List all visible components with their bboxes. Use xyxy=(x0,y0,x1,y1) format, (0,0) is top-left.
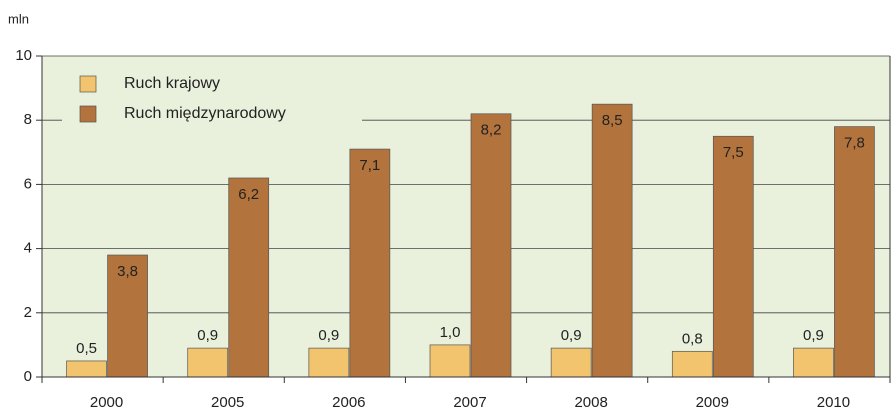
legend-swatch xyxy=(79,75,97,93)
bar xyxy=(470,113,512,378)
bar xyxy=(228,177,270,378)
bar xyxy=(712,135,754,378)
bar xyxy=(429,344,471,378)
y-tick-label: 6 xyxy=(24,175,32,192)
x-tick-label: 2009 xyxy=(696,394,729,411)
bar xyxy=(793,347,834,378)
legend-label: Ruch krajowy xyxy=(124,75,220,92)
legend-label: Ruch międzynarodowy xyxy=(124,105,286,122)
y-tick-label: 4 xyxy=(24,240,32,257)
x-tick-label: 2007 xyxy=(453,394,486,411)
value-label: 0,9 xyxy=(803,327,824,344)
legend-swatch xyxy=(79,105,97,123)
y-tick-label: 2 xyxy=(24,304,32,321)
value-label: 7,5 xyxy=(723,144,744,161)
x-tick-label: 2010 xyxy=(817,394,850,411)
value-label: 8,2 xyxy=(481,122,502,139)
bar xyxy=(66,360,107,378)
bar xyxy=(591,103,633,378)
value-label: 0,9 xyxy=(318,327,339,344)
y-tick-label: 10 xyxy=(15,47,32,64)
y-unit: mln xyxy=(8,11,29,26)
bar xyxy=(834,126,875,378)
bar xyxy=(671,350,713,378)
value-label: 1,0 xyxy=(440,324,461,341)
y-tick-label: 0 xyxy=(24,368,32,385)
bar xyxy=(107,254,148,378)
bar xyxy=(308,347,350,378)
bar xyxy=(550,347,592,378)
value-label: 3,8 xyxy=(117,263,138,280)
x-tick-label: 2006 xyxy=(332,394,365,411)
value-label: 6,2 xyxy=(238,186,259,203)
value-label: 7,8 xyxy=(844,135,865,152)
y-tick-label: 8 xyxy=(24,111,32,128)
x-tick-label: 2000 xyxy=(90,394,123,411)
x-tick-label: 2008 xyxy=(574,394,607,411)
value-label: 0,9 xyxy=(197,327,218,344)
x-tick-label: 2005 xyxy=(211,394,244,411)
bar xyxy=(187,347,229,378)
bar xyxy=(349,148,391,378)
value-label: 0,9 xyxy=(561,327,582,344)
value-label: 0,8 xyxy=(682,330,703,347)
legend xyxy=(62,68,362,130)
value-label: 0,5 xyxy=(76,340,97,357)
value-label: 8,5 xyxy=(602,112,623,129)
value-label: 7,1 xyxy=(359,157,380,174)
